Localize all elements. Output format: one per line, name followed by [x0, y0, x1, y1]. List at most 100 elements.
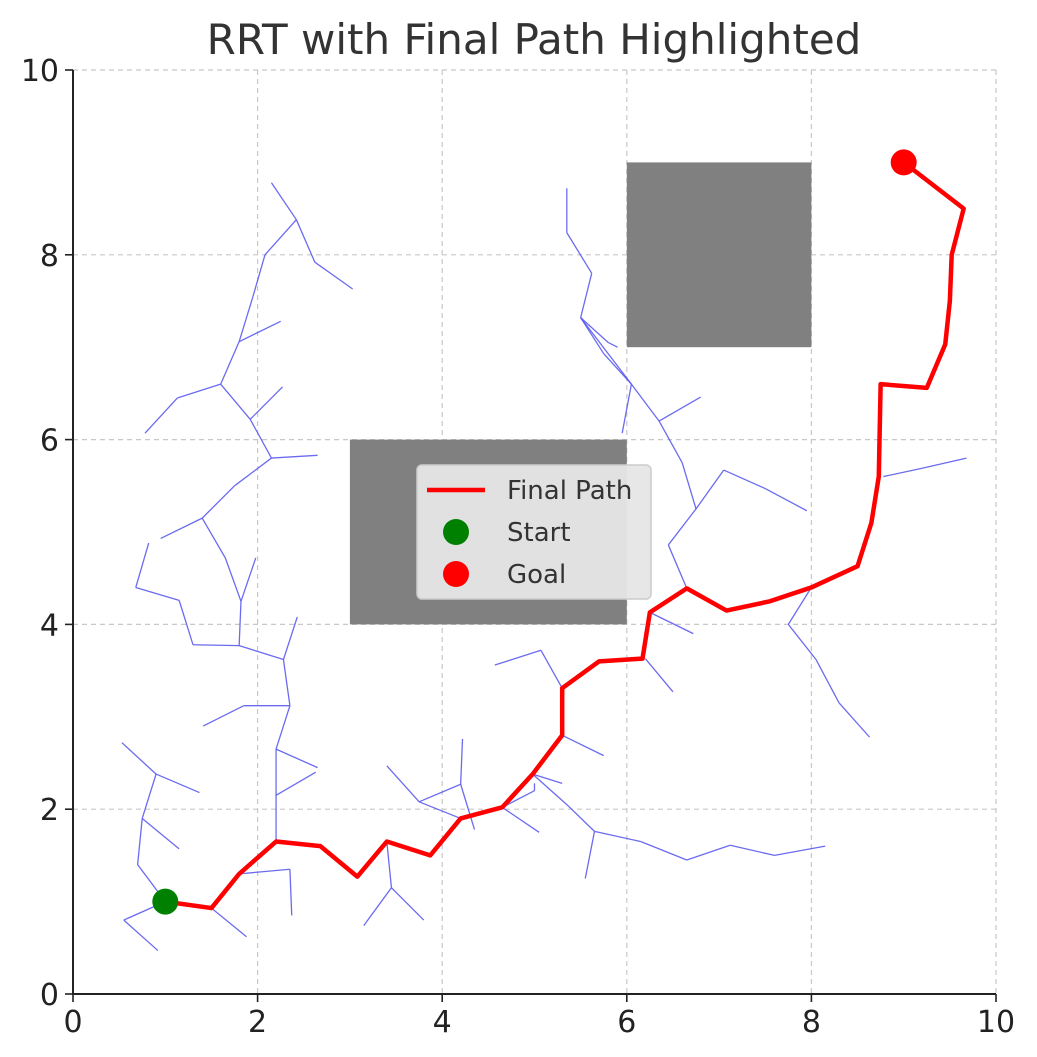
tree-edge: [681, 462, 697, 510]
tree-edge: [667, 544, 688, 589]
tree-edge: [621, 384, 633, 434]
tree-edge: [644, 658, 674, 693]
tick-labels: 0 2 4 6 8 10 0 2 4 6 8 10: [21, 54, 1015, 1040]
tree-edge: [202, 705, 245, 727]
tree-edge: [418, 801, 461, 820]
legend-label: Start: [507, 518, 571, 548]
tree-edge: [220, 341, 240, 385]
tree-edge: [238, 601, 242, 646]
tree-edge: [201, 517, 226, 559]
tree-edge: [774, 845, 826, 857]
markers: [152, 149, 917, 915]
tree-edge: [418, 783, 461, 803]
tree-edge: [275, 705, 291, 750]
tree-edge: [815, 659, 840, 704]
tree-edge: [238, 645, 284, 661]
tree-edge: [264, 219, 297, 256]
legend-label: Goal: [507, 560, 566, 590]
final-path-line: [163, 160, 966, 911]
tree-edge: [787, 623, 817, 660]
x-tick-label: 4: [433, 1005, 452, 1040]
tree-edge: [295, 219, 316, 263]
tree-edge: [123, 919, 159, 952]
tree-edge: [238, 296, 254, 342]
start-marker: [152, 888, 179, 915]
tree-edge: [386, 841, 393, 888]
y-tick-label: 8: [40, 239, 59, 274]
tree-edge: [580, 317, 632, 385]
tree-edge: [922, 457, 967, 469]
y-tick-label: 4: [40, 608, 59, 643]
tree-edge: [695, 469, 725, 510]
tree-edge: [764, 487, 808, 512]
tree-edge: [566, 804, 595, 832]
chart-title: RRT with Final Path Highlighted: [207, 15, 862, 64]
tree-edge: [561, 734, 605, 757]
tree-edge: [386, 765, 420, 803]
tree-edge: [282, 616, 298, 660]
y-tick-label: 6: [40, 424, 59, 459]
rrt-tree: [121, 182, 967, 952]
tree-edge: [594, 830, 641, 843]
tree-edge: [838, 702, 871, 738]
tree-edge: [135, 542, 150, 588]
tree-edge: [211, 907, 247, 938]
x-tick-label: 2: [248, 1005, 267, 1040]
tree-edge: [136, 818, 143, 865]
tree-edge: [580, 317, 605, 355]
tree-edge: [314, 261, 354, 290]
tree-edge: [239, 868, 290, 875]
y-tick-label: 0: [40, 978, 59, 1013]
tree-edge: [723, 469, 766, 490]
tree-edge: [667, 508, 697, 546]
x-tick-label: 0: [63, 1005, 82, 1040]
tree-edge: [501, 806, 540, 833]
legend-box: [416, 464, 652, 600]
tree-edge: [630, 383, 660, 422]
tree-edge: [282, 659, 291, 706]
tree-edge: [460, 738, 464, 785]
tree-edge: [686, 844, 731, 861]
tree-edge: [730, 844, 775, 857]
tree-edge: [249, 386, 283, 420]
tree-edge: [220, 383, 251, 420]
tree-edge: [249, 418, 273, 459]
tree-edge: [460, 784, 476, 830]
tree-edge: [192, 644, 240, 647]
obstacle-rect: [626, 162, 812, 348]
tree-edge: [144, 397, 178, 434]
tree-edge: [224, 557, 242, 602]
tree-edge: [238, 320, 281, 343]
tree-edge: [141, 773, 157, 819]
tree-edge: [201, 485, 235, 519]
tree-edge: [883, 467, 923, 478]
tree-edge: [160, 517, 203, 540]
x-tick-label: 8: [802, 1005, 821, 1040]
tree-edge: [532, 773, 563, 784]
tree-edge: [566, 232, 593, 274]
tree-edge: [234, 457, 272, 487]
y-tick-label: 10: [21, 54, 59, 89]
tree-edge: [135, 586, 180, 601]
tree-edge: [289, 869, 293, 916]
tree-edge: [603, 353, 632, 385]
tree-edge: [640, 840, 688, 861]
legend: Final Path Start Goal: [416, 464, 652, 600]
tree-edge: [787, 587, 812, 625]
tree-edge: [580, 317, 609, 344]
goal-marker: [890, 149, 917, 176]
tree-edge: [494, 649, 542, 666]
y-tick-label: 2: [40, 793, 59, 828]
tree-edge: [271, 454, 318, 459]
tree-edge: [658, 396, 701, 422]
tree-edge: [390, 887, 425, 921]
tree-edge: [608, 341, 618, 348]
tree-edge: [363, 887, 392, 927]
tree-edge: [540, 649, 563, 689]
axes: [72, 70, 996, 995]
tree-edge: [155, 773, 200, 794]
tree-edge: [275, 748, 318, 769]
tree-edge: [580, 273, 593, 318]
tree-edge: [532, 773, 568, 806]
